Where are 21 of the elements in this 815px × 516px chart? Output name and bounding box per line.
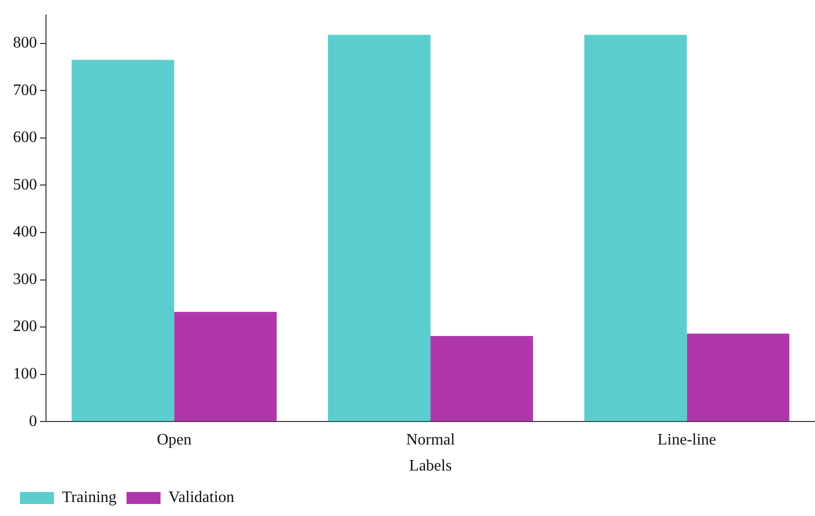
legend-label: Validation	[168, 489, 234, 506]
bar	[72, 60, 174, 422]
x-axis-title: Labels	[409, 458, 452, 475]
y-tick-label: 0	[29, 412, 37, 430]
bar	[686, 334, 790, 422]
x-tick-label: Normal	[406, 431, 456, 448]
y-tick-label: 600	[13, 129, 37, 146]
bar	[328, 34, 430, 422]
x-tick-label: Open	[156, 431, 192, 448]
legend-label: Training	[62, 489, 117, 506]
bar	[584, 34, 687, 422]
bar	[430, 336, 534, 422]
y-tick-label: 100	[13, 366, 37, 383]
y-tick-label: 400	[13, 224, 37, 241]
y-tick-label: 700	[13, 82, 37, 99]
y-tick-label: 200	[13, 318, 37, 336]
bar	[174, 312, 277, 422]
y-tick-label: 300	[13, 270, 37, 288]
y-tick-label: 500	[13, 176, 37, 194]
x-tick-label: Line-line	[658, 431, 716, 448]
y-tick-label: 800	[13, 34, 37, 52]
